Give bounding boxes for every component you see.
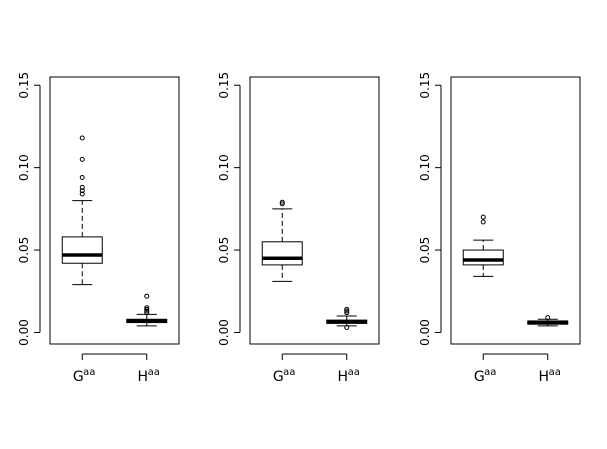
outlier-point	[344, 308, 350, 314]
outlier-point	[79, 188, 85, 194]
box-G	[61, 135, 103, 286]
x-tick-label: G	[73, 369, 84, 385]
x-tick-superscript: aa	[148, 367, 160, 378]
y-tick-label: 0.15	[217, 72, 231, 99]
box-body	[462, 249, 504, 266]
outlier-point	[144, 306, 150, 312]
outlier-point	[279, 199, 285, 205]
box-G	[261, 199, 303, 282]
plot-frame	[249, 76, 380, 345]
outlier-point	[79, 191, 85, 197]
outlier-point	[480, 214, 486, 220]
y-tick-label: 0.05	[17, 237, 31, 264]
x-tick-label: H	[337, 369, 348, 385]
box-H	[326, 306, 368, 331]
x-tick-label: G	[273, 369, 284, 385]
y-tick-label: 0.10	[418, 154, 432, 181]
y-tick-label: 0.15	[418, 72, 432, 99]
y-tick-label: 0.00	[17, 319, 31, 346]
y-tick-label: 0.05	[217, 237, 231, 264]
y-tick-label: 0.10	[17, 154, 31, 181]
x-tick-superscript: aa	[283, 367, 295, 378]
outlier-point	[79, 184, 85, 190]
box-G	[462, 214, 504, 277]
x-tick-label: H	[538, 369, 549, 385]
outlier-point	[79, 135, 85, 141]
outlier-point	[79, 156, 85, 162]
outlier-point	[545, 315, 551, 321]
y-tick-label: 0.10	[217, 154, 231, 181]
box-body	[61, 236, 103, 264]
y-tick-label: 0.15	[17, 72, 31, 99]
x-tick-superscript: aa	[348, 367, 360, 378]
box-H	[527, 315, 569, 327]
y-tick-label: 0.00	[217, 319, 231, 346]
x-tick-superscript: aa	[549, 367, 561, 378]
box-H	[126, 293, 168, 327]
outlier-point	[480, 219, 486, 225]
plot-frame	[450, 76, 581, 345]
outlier-point	[144, 305, 150, 311]
y-tick-label: 0.00	[418, 319, 432, 346]
outlier-point	[79, 175, 85, 181]
outlier-point	[144, 293, 150, 299]
x-tick-superscript: aa	[83, 367, 95, 378]
outlier-point	[344, 310, 350, 316]
y-tick-label: 0.05	[418, 237, 432, 264]
x-tick-label: H	[137, 369, 148, 385]
outlier-point	[344, 306, 350, 312]
x-tick-label: G	[474, 369, 485, 385]
x-tick-superscript: aa	[484, 367, 496, 378]
outlier-point	[144, 310, 150, 316]
plot-frame	[49, 76, 180, 345]
box-body	[261, 241, 303, 266]
outlier-point	[144, 308, 150, 314]
outlier-point	[344, 325, 350, 331]
outlier-point	[279, 201, 285, 207]
